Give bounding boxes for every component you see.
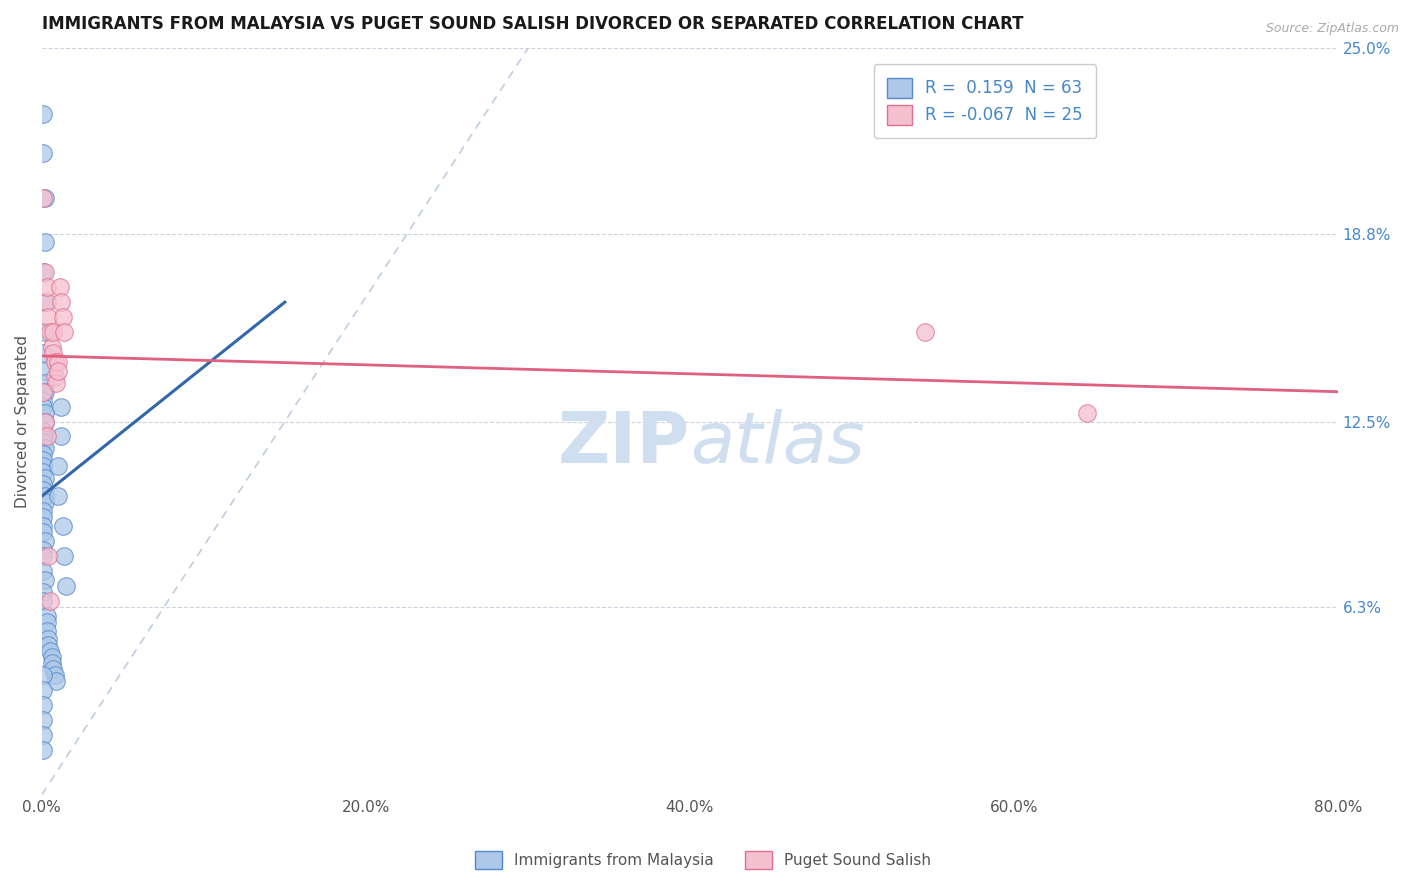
Point <box>32 107 55 121</box>
Point <box>32 435 55 450</box>
Point <box>32 683 55 698</box>
Point <box>32 564 55 578</box>
Point <box>37 639 59 653</box>
Y-axis label: Divorced or Separated: Divorced or Separated <box>15 335 30 508</box>
Point <box>35 615 58 629</box>
Point <box>37 549 59 563</box>
Point <box>32 477 55 491</box>
Point <box>32 191 55 205</box>
Point <box>34 495 56 509</box>
Legend: R =  0.159  N = 63, R = -0.067  N = 25: R = 0.159 N = 63, R = -0.067 N = 25 <box>873 64 1097 138</box>
Point <box>34 415 56 429</box>
Point <box>32 384 55 399</box>
Point <box>32 543 55 558</box>
Point <box>32 393 55 408</box>
Point <box>1076 406 1098 420</box>
Point <box>32 698 55 713</box>
Text: atlas: atlas <box>690 409 865 478</box>
Point <box>51 429 73 443</box>
Point <box>34 415 56 429</box>
Point <box>53 325 76 339</box>
Point <box>34 573 56 587</box>
Point <box>32 593 55 607</box>
Point <box>45 674 67 689</box>
Point <box>32 510 55 524</box>
Point <box>32 668 55 682</box>
Point <box>34 471 56 485</box>
Point <box>32 447 55 461</box>
Point <box>34 265 56 279</box>
Point <box>35 608 58 623</box>
Point <box>32 429 55 443</box>
Point <box>42 325 65 339</box>
Point <box>32 145 55 160</box>
Point <box>32 346 55 360</box>
Point <box>34 489 56 503</box>
Point <box>32 519 55 533</box>
Point <box>32 453 55 467</box>
Point <box>32 713 55 727</box>
Point <box>35 429 58 443</box>
Point <box>914 325 936 339</box>
Point <box>44 355 66 369</box>
Point <box>35 280 58 294</box>
Point <box>37 310 59 324</box>
Point <box>51 400 73 414</box>
Point <box>34 533 56 548</box>
Point <box>44 369 66 384</box>
Point <box>42 662 65 676</box>
Point <box>32 265 55 279</box>
Point <box>48 280 70 294</box>
Point <box>52 310 75 324</box>
Point <box>51 295 73 310</box>
Point <box>32 524 55 539</box>
Point <box>32 728 55 742</box>
Point <box>32 400 55 414</box>
Point <box>34 325 56 339</box>
Text: ZIP: ZIP <box>558 409 690 478</box>
Point <box>38 593 60 607</box>
Point <box>46 459 69 474</box>
Point <box>35 295 58 310</box>
Legend: Immigrants from Malaysia, Puget Sound Salish: Immigrants from Malaysia, Puget Sound Sa… <box>468 845 938 875</box>
Point <box>42 346 65 360</box>
Point <box>32 483 55 498</box>
Point <box>32 504 55 518</box>
Point <box>34 295 56 310</box>
Point <box>41 650 63 665</box>
Point <box>46 355 69 369</box>
Point <box>32 466 55 480</box>
Point <box>32 584 55 599</box>
Point <box>45 376 67 390</box>
Point <box>34 191 56 205</box>
Text: IMMIGRANTS FROM MALAYSIA VS PUGET SOUND SALISH DIVORCED OR SEPARATED CORRELATION: IMMIGRANTS FROM MALAYSIA VS PUGET SOUND … <box>42 15 1024 33</box>
Point <box>32 549 55 563</box>
Point <box>34 384 56 399</box>
Point <box>46 364 69 378</box>
Text: Source: ZipAtlas.com: Source: ZipAtlas.com <box>1265 22 1399 36</box>
Point <box>34 442 56 456</box>
Point <box>32 459 55 474</box>
Point <box>55 579 77 593</box>
Point <box>37 632 59 647</box>
Point <box>46 489 69 503</box>
Point <box>53 549 76 563</box>
Point <box>35 624 58 638</box>
Point <box>32 424 55 438</box>
Point <box>32 364 55 378</box>
Point <box>41 340 63 354</box>
Point <box>44 668 66 682</box>
Point <box>38 644 60 658</box>
Point <box>52 519 75 533</box>
Point <box>34 406 56 420</box>
Point <box>41 657 63 671</box>
Point <box>34 235 56 250</box>
Point <box>32 743 55 757</box>
Point <box>34 376 56 390</box>
Point <box>38 325 60 339</box>
